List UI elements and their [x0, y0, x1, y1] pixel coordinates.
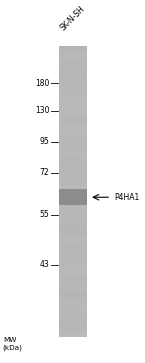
- Text: P4HA1: P4HA1: [114, 193, 139, 202]
- Text: 95: 95: [40, 137, 49, 146]
- Text: 72: 72: [40, 168, 49, 178]
- Text: 180: 180: [35, 78, 49, 87]
- Text: MW
(kDa): MW (kDa): [3, 337, 23, 351]
- Text: 43: 43: [40, 260, 49, 269]
- Text: SK-N-SH: SK-N-SH: [59, 5, 87, 33]
- Text: 130: 130: [35, 106, 49, 115]
- Text: 55: 55: [40, 210, 49, 219]
